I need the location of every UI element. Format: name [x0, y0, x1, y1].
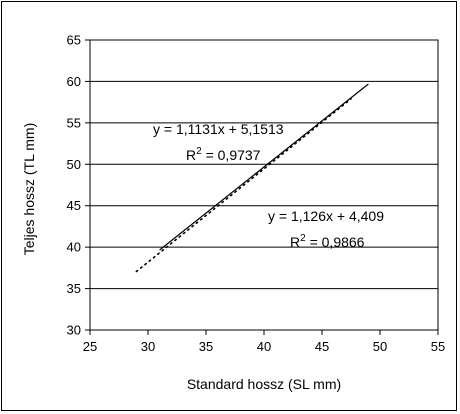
y-tick-label-55: 55	[67, 115, 81, 130]
x-axis-title: Standard hossz (SL mm)	[187, 376, 341, 392]
x-tick-label-25: 25	[83, 339, 97, 354]
r-squared-solid-exponent: 2	[196, 146, 202, 157]
trend-lines	[135, 83, 369, 273]
y-tick-label-50: 50	[67, 157, 81, 172]
r-squared-solid-value: = 0,9737	[202, 147, 261, 163]
y-axis-ticks: 30 35 40 45 50 55 60 65	[67, 33, 90, 338]
y-tick-label-40: 40	[67, 240, 81, 255]
x-tick-label-45: 45	[315, 339, 329, 354]
r-squared-dotted-value: = 0,9866	[306, 234, 365, 250]
plot-area	[89, 39, 439, 331]
r-squared-dotted-exponent: 2	[300, 233, 306, 244]
trend-line-dotted	[135, 98, 352, 273]
x-tick-label-50: 50	[373, 339, 387, 354]
y-axis-title: Teljes hossz (TL mm)	[21, 123, 37, 256]
y-tick-label-45: 45	[67, 198, 81, 213]
equation-solid: y = 1,1131x + 5,1513	[153, 121, 284, 137]
x-axis-ticks: 25 30 35 40 45 50 55	[83, 330, 445, 354]
y-tick-label-60: 60	[67, 74, 81, 89]
r-squared-solid: R2 = 0,9737	[186, 146, 261, 163]
y-tick-label-35: 35	[67, 281, 81, 296]
x-tick-label-30: 30	[141, 339, 155, 354]
x-tick-label-40: 40	[257, 339, 271, 354]
r-squared-solid-letter: R	[186, 147, 196, 163]
r-squared-dotted-letter: R	[290, 234, 300, 250]
r-squared-dotted: R2 = 0,9866	[290, 233, 365, 250]
x-tick-label-35: 35	[199, 339, 213, 354]
x-tick-label-55: 55	[431, 339, 445, 354]
y-tick-label-30: 30	[67, 323, 81, 338]
equation-dotted: y = 1,126x + 4,409	[268, 208, 384, 224]
y-tick-label-65: 65	[67, 33, 81, 48]
gridlines	[90, 80, 438, 290]
trend-line-solid	[159, 83, 369, 251]
